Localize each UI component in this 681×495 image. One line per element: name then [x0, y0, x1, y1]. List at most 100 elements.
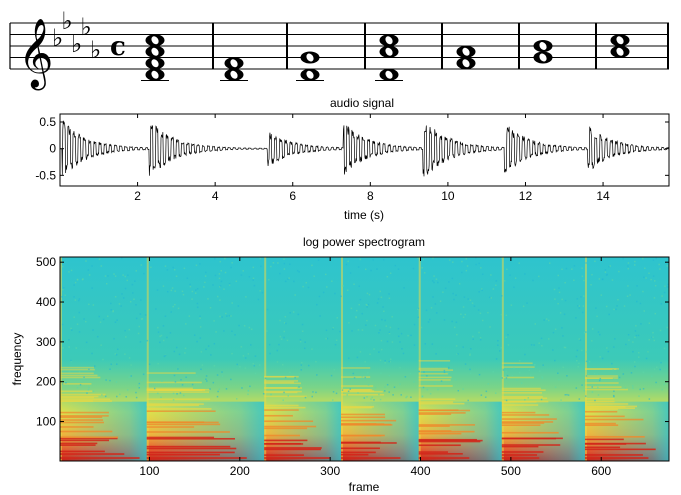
- noise-speck: [244, 357, 247, 359]
- noise-speck: [447, 372, 450, 375]
- noise-speck: [124, 353, 126, 355]
- noise-speck: [388, 332, 391, 335]
- noise-speck: [495, 280, 498, 282]
- noise-speck: [299, 340, 302, 343]
- noise-speck: [478, 373, 481, 376]
- noise-speck: [144, 385, 147, 388]
- noise-speck: [335, 339, 338, 342]
- noise-speck: [434, 303, 437, 305]
- noise-speck: [424, 343, 427, 345]
- noise-speck: [385, 325, 387, 327]
- harmonic-band: [146, 436, 215, 439]
- noise-speck: [177, 368, 179, 370]
- noise-speck: [254, 372, 257, 375]
- noise-speck: [216, 395, 219, 398]
- harmonic-band: [264, 390, 302, 393]
- harmonic-band: [584, 418, 644, 421]
- noise-speck: [365, 324, 367, 326]
- noise-speck: [128, 376, 131, 378]
- spectrogram-y-tick-label: 400: [36, 295, 56, 309]
- noise-speck: [427, 321, 430, 323]
- noise-speck: [76, 323, 79, 325]
- noise-speck: [157, 331, 160, 333]
- noise-speck: [479, 338, 482, 341]
- noise-speck: [471, 302, 474, 304]
- noise-speck: [322, 291, 325, 294]
- harmonic-band: [501, 454, 538, 456]
- harmonic-band: [584, 377, 618, 379]
- noise-speck: [61, 265, 64, 268]
- noise-speck: [653, 339, 656, 342]
- noise-speck: [212, 381, 215, 384]
- noise-speck: [652, 336, 654, 339]
- audio-y-tick-label: 0.5: [39, 115, 56, 129]
- noise-speck: [130, 364, 132, 366]
- noise-speck: [505, 336, 507, 339]
- noise-speck: [116, 395, 118, 398]
- noise-speck: [61, 323, 64, 326]
- noise-speck: [91, 287, 93, 289]
- noise-speck: [196, 306, 199, 309]
- noise-speck: [379, 329, 381, 331]
- harmonic-band: [584, 407, 635, 410]
- noise-speck: [648, 338, 650, 341]
- noise-speck: [148, 363, 151, 366]
- harmonic-band: [264, 387, 298, 389]
- noise-speck: [640, 323, 642, 325]
- harmonic-band: [146, 421, 219, 424]
- noise-speck: [175, 346, 178, 349]
- harmonic-band: [584, 388, 628, 391]
- noise-speck: [388, 293, 390, 295]
- spectrogram-x-tick-label: 400: [411, 464, 431, 478]
- noise-speck: [426, 375, 428, 377]
- noise-speck: [332, 327, 335, 329]
- noise-speck: [578, 338, 580, 340]
- noise-speck: [648, 398, 651, 400]
- key-signature-flats: ♭♭♭♭♭: [52, 7, 101, 64]
- noise-speck: [82, 278, 84, 280]
- noise-speck: [212, 284, 214, 286]
- noise-speck: [380, 339, 383, 342]
- harmonic-band: [341, 367, 371, 369]
- harmonic-band: [60, 416, 103, 419]
- noise-speck: [287, 395, 289, 397]
- noise-speck: [157, 326, 159, 329]
- harmonic-band: [146, 447, 237, 450]
- noise-speck: [250, 344, 252, 346]
- noise-speck: [282, 399, 284, 402]
- audio-signal-plot: audio signal 2 4 6 8 10 12 14 0.5 0 -0.5 time (s…: [35, 96, 670, 222]
- noise-speck: [501, 377, 504, 379]
- noise-speck: [475, 257, 477, 259]
- noise-speck: [195, 289, 197, 291]
- noise-speck: [301, 330, 304, 333]
- noise-speck: [365, 303, 368, 306]
- noise-speck: [453, 298, 455, 301]
- noise-speck: [326, 286, 328, 288]
- noise-speck: [76, 387, 79, 389]
- noise-speck: [392, 394, 394, 396]
- noise-speck: [353, 283, 355, 285]
- noise-speck: [409, 373, 412, 375]
- noise-speck: [116, 348, 119, 351]
- noise-speck: [500, 313, 503, 316]
- noise-speck: [402, 352, 405, 355]
- noise-speck: [417, 316, 420, 319]
- noise-speck: [464, 313, 466, 316]
- noise-speck: [330, 374, 333, 377]
- noise-speck: [651, 375, 653, 378]
- noise-speck: [652, 259, 655, 261]
- noise-speck: [633, 361, 636, 363]
- noise-speck: [191, 383, 194, 386]
- noise-speck: [399, 341, 401, 343]
- noise-speck: [612, 377, 615, 380]
- noise-speck: [581, 311, 584, 314]
- noise-speck: [457, 353, 459, 355]
- noise-speck: [452, 292, 454, 295]
- harmonic-band: [501, 418, 557, 420]
- noise-speck: [616, 305, 618, 307]
- noise-speck: [419, 386, 421, 389]
- onset-streak: [146, 257, 149, 461]
- noise-speck: [487, 383, 490, 385]
- noise-speck: [495, 284, 497, 287]
- noise-speck: [554, 298, 556, 300]
